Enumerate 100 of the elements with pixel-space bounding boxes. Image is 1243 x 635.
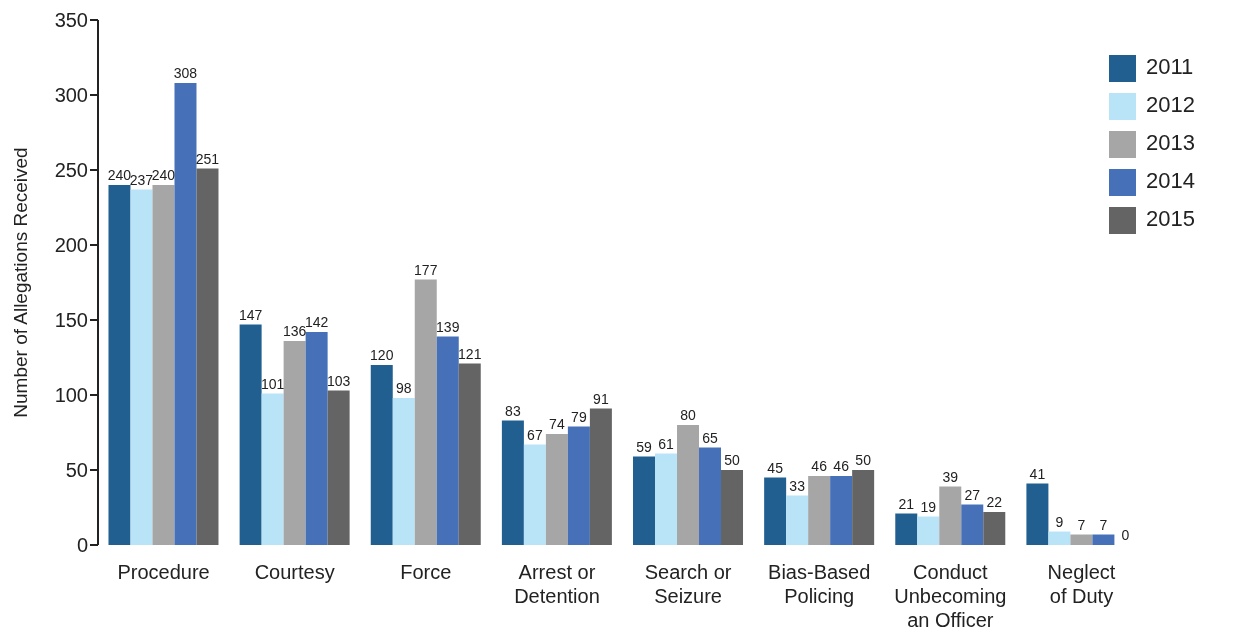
bar [589, 408, 612, 545]
bar [808, 476, 831, 545]
x-tick-label: Search or Seizure [644, 561, 732, 607]
data-label: 39 [942, 468, 959, 485]
data-label: 9 [1055, 513, 1064, 530]
bar [239, 324, 262, 545]
x-tick-label: Courtesy [254, 561, 335, 583]
bar [130, 189, 153, 545]
data-label: 65 [702, 429, 719, 446]
data-label: 61 [658, 435, 675, 452]
data-label: 139 [436, 318, 460, 335]
bar [786, 495, 809, 545]
x-tick-label: Procedure [117, 561, 210, 583]
bar [699, 447, 722, 545]
x-tick-label: Conduct Unbecoming an Officer [894, 561, 1007, 631]
bar [370, 365, 393, 545]
data-label: 240 [151, 167, 176, 183]
bar [764, 477, 787, 545]
bar [327, 390, 350, 545]
legend-label: 2013 [1146, 130, 1195, 155]
bar [961, 504, 984, 545]
data-label: 98 [395, 380, 412, 396]
data-label: 45 [767, 459, 784, 476]
legend-label: 2012 [1146, 92, 1195, 117]
x-tick-label: Arrest or Detention [514, 561, 600, 607]
data-label: 80 [680, 407, 697, 423]
data-label: 83 [505, 402, 521, 419]
x-tick-label: Neglect of Duty [1047, 561, 1116, 607]
x-tick-label: Force [400, 561, 452, 583]
data-label: 50 [855, 452, 872, 468]
bar [721, 470, 744, 545]
bar [152, 185, 175, 545]
bar [523, 444, 546, 545]
data-label: 22 [986, 494, 1003, 510]
data-label: 308 [173, 65, 198, 81]
bar [392, 398, 415, 545]
bar [414, 279, 437, 545]
legend-label: 2015 [1146, 206, 1195, 231]
bar [633, 456, 656, 545]
bar [545, 434, 568, 545]
bar [1092, 534, 1115, 545]
data-label: 142 [304, 314, 329, 330]
data-label: 46 [833, 458, 850, 474]
bar [1070, 534, 1093, 545]
data-label: 120 [370, 347, 394, 363]
bar [655, 453, 678, 545]
data-label: 59 [636, 438, 653, 455]
bar [283, 341, 306, 545]
data-label: 251 [195, 150, 220, 167]
bar [196, 168, 219, 545]
bar [917, 516, 940, 545]
data-label: 67 [527, 426, 543, 443]
y-tick-label: 0 [76, 534, 88, 557]
data-label: 7 [1099, 516, 1108, 533]
data-label: 101 [260, 375, 285, 392]
legend-label: 2011 [1146, 54, 1194, 79]
bar [830, 476, 853, 545]
bar [983, 512, 1006, 545]
bar [458, 363, 481, 545]
bar [108, 185, 131, 545]
bar [1026, 483, 1049, 545]
data-label: 21 [898, 495, 915, 512]
y-axis-title: Number of Allegations Received [9, 147, 31, 418]
data-label: 41 [1029, 465, 1046, 482]
bar [567, 426, 590, 545]
data-label: 121 [458, 345, 482, 362]
data-label: 27 [964, 486, 981, 503]
data-label: 46 [811, 458, 828, 474]
y-tick-label: 100 [54, 384, 88, 407]
data-label: 7 [1077, 516, 1086, 533]
x-tick-label: Bias-Based Policing [768, 561, 871, 607]
legend-label: 2014 [1146, 168, 1195, 193]
bar [436, 336, 459, 545]
bar [852, 470, 875, 545]
data-label: 0 [1121, 526, 1130, 543]
bar [305, 332, 328, 545]
data-label: 33 [789, 477, 806, 494]
data-label: 103 [326, 372, 351, 389]
bar [677, 425, 700, 545]
data-label: 19 [920, 498, 937, 515]
bar [174, 83, 197, 545]
bar [1048, 531, 1071, 545]
y-tick-label: 200 [54, 234, 88, 257]
data-label: 177 [414, 261, 438, 278]
data-label: 79 [571, 408, 587, 425]
data-label: 91 [593, 390, 609, 407]
y-tick-label: 50 [65, 459, 88, 482]
data-label: 50 [724, 452, 741, 468]
data-label: 147 [238, 306, 263, 323]
bar [501, 420, 524, 545]
y-tick-label: 300 [54, 84, 88, 107]
bar [895, 513, 918, 545]
y-tick-label: 350 [54, 9, 88, 32]
data-label: 240 [107, 167, 132, 183]
data-label: 74 [549, 416, 565, 432]
bar [939, 486, 962, 545]
data-label: 136 [282, 323, 307, 339]
bar [261, 393, 284, 545]
y-tick-label: 250 [54, 159, 88, 182]
y-tick-label: 150 [54, 309, 88, 332]
